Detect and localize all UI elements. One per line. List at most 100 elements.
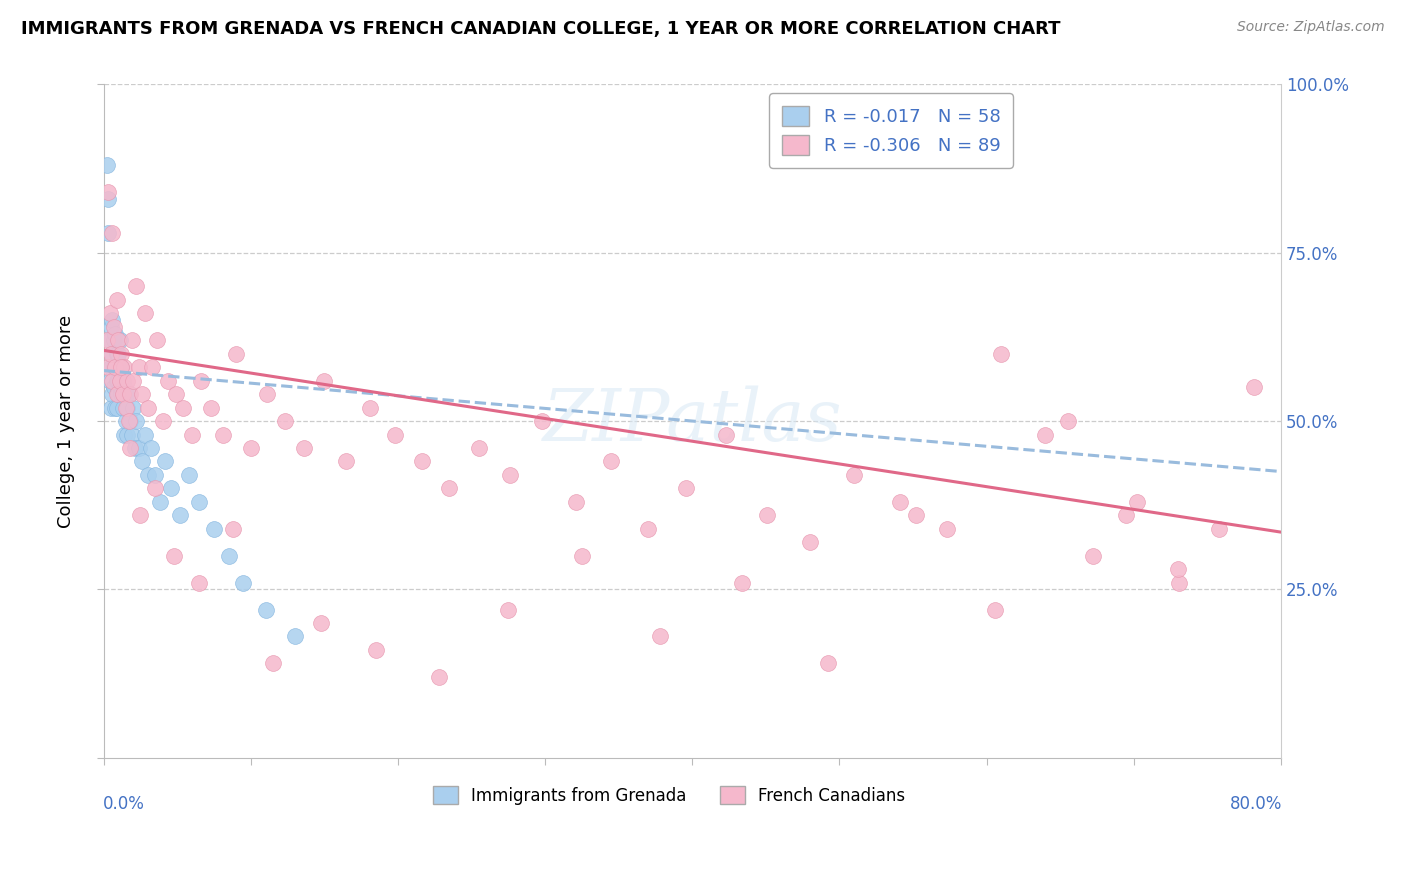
Point xyxy=(731,575,754,590)
Point xyxy=(134,427,156,442)
Point xyxy=(222,522,245,536)
Point xyxy=(114,401,136,415)
Point xyxy=(817,657,839,671)
Text: ZIPatlas: ZIPatlas xyxy=(543,385,842,457)
Point xyxy=(202,522,225,536)
Point xyxy=(131,454,153,468)
Point xyxy=(107,387,129,401)
Point xyxy=(111,401,134,415)
Point xyxy=(239,441,262,455)
Point xyxy=(143,467,166,482)
Point xyxy=(110,360,132,375)
Point xyxy=(96,158,118,172)
Point xyxy=(311,615,333,630)
Point xyxy=(107,333,129,347)
Point xyxy=(103,380,125,394)
Point xyxy=(148,495,170,509)
Point xyxy=(104,360,127,375)
Point xyxy=(100,360,122,375)
Point xyxy=(571,549,593,563)
Point xyxy=(984,602,1007,616)
Point xyxy=(499,467,522,482)
Point xyxy=(98,333,121,347)
Point xyxy=(101,347,124,361)
Point xyxy=(254,602,277,616)
Point xyxy=(1167,562,1189,576)
Point xyxy=(143,481,166,495)
Point xyxy=(284,630,307,644)
Legend: Immigrants from Grenada, French Canadians: Immigrants from Grenada, French Canadian… xyxy=(425,778,914,814)
Point xyxy=(110,347,132,361)
Point xyxy=(108,333,131,347)
Point xyxy=(531,414,554,428)
Point xyxy=(292,441,315,455)
Text: IMMIGRANTS FROM GRENADA VS FRENCH CANADIAN COLLEGE, 1 YEAR OR MORE CORRELATION C: IMMIGRANTS FROM GRENADA VS FRENCH CANADI… xyxy=(21,20,1060,37)
Point xyxy=(935,522,957,536)
Point xyxy=(498,602,520,616)
Point xyxy=(904,508,927,523)
Point xyxy=(165,387,187,401)
Point xyxy=(637,522,659,536)
Point xyxy=(107,374,129,388)
Point xyxy=(97,360,120,375)
Point xyxy=(200,401,222,415)
Point xyxy=(1035,427,1057,442)
Point xyxy=(799,535,821,549)
Point xyxy=(97,226,120,240)
Point xyxy=(675,481,697,495)
Point xyxy=(105,374,128,388)
Point xyxy=(121,427,143,442)
Point xyxy=(118,414,141,428)
Point xyxy=(411,454,433,468)
Point xyxy=(103,360,125,375)
Point xyxy=(756,508,779,523)
Point xyxy=(128,441,150,455)
Point xyxy=(335,454,357,468)
Point xyxy=(98,374,121,388)
Point xyxy=(100,319,122,334)
Point xyxy=(427,670,450,684)
Point xyxy=(1208,522,1230,536)
Point xyxy=(129,508,152,523)
Text: 80.0%: 80.0% xyxy=(1230,795,1282,813)
Point xyxy=(565,495,588,509)
Point xyxy=(120,441,142,455)
Point xyxy=(188,495,211,509)
Point xyxy=(169,508,191,523)
Point xyxy=(114,387,136,401)
Point xyxy=(112,427,135,442)
Point xyxy=(190,374,212,388)
Point xyxy=(136,467,159,482)
Point xyxy=(177,467,200,482)
Point xyxy=(232,575,254,590)
Point xyxy=(439,481,461,495)
Point xyxy=(273,414,295,428)
Point xyxy=(172,401,194,415)
Point xyxy=(844,467,866,482)
Point xyxy=(128,360,150,375)
Point xyxy=(120,414,142,428)
Point xyxy=(1056,414,1078,428)
Point xyxy=(124,441,146,455)
Point xyxy=(114,414,136,428)
Point xyxy=(157,374,180,388)
Point xyxy=(115,401,138,415)
Point xyxy=(160,481,183,495)
Point xyxy=(1115,508,1137,523)
Point xyxy=(600,454,623,468)
Point xyxy=(97,192,120,206)
Point xyxy=(889,495,911,509)
Point xyxy=(1243,380,1265,394)
Point xyxy=(101,374,124,388)
Point xyxy=(101,387,124,401)
Point xyxy=(256,387,278,401)
Point xyxy=(96,333,118,347)
Point xyxy=(131,387,153,401)
Point xyxy=(105,293,128,307)
Point xyxy=(103,333,125,347)
Point xyxy=(101,313,124,327)
Point xyxy=(468,441,491,455)
Point xyxy=(100,401,122,415)
Point xyxy=(139,441,162,455)
Point xyxy=(104,326,127,341)
